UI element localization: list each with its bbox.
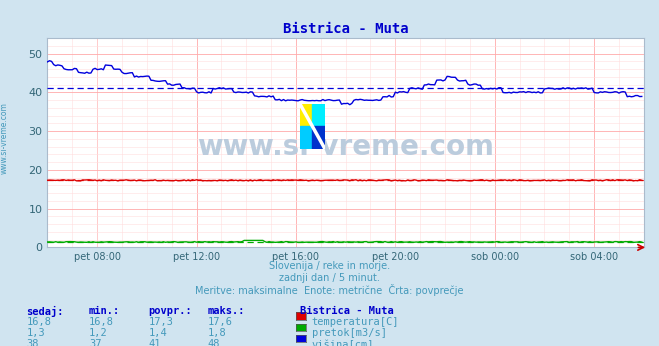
Text: www.si-vreme.com: www.si-vreme.com (197, 133, 494, 161)
Text: 17,6: 17,6 (208, 317, 233, 327)
Text: pretok[m3/s]: pretok[m3/s] (312, 328, 387, 338)
Text: 1,2: 1,2 (89, 328, 107, 338)
Text: sedaj:: sedaj: (26, 306, 64, 317)
Text: maks.:: maks.: (208, 306, 245, 316)
Text: 41: 41 (148, 339, 161, 346)
Text: www.si-vreme.com: www.si-vreme.com (0, 102, 9, 174)
Text: 38: 38 (26, 339, 39, 346)
Polygon shape (300, 126, 312, 149)
Polygon shape (312, 126, 325, 149)
Text: 17,3: 17,3 (148, 317, 173, 327)
Text: Bistrica - Muta: Bistrica - Muta (300, 306, 393, 316)
Polygon shape (312, 104, 325, 126)
Text: 16,8: 16,8 (26, 317, 51, 327)
Text: 1,8: 1,8 (208, 328, 226, 338)
Title: Bistrica - Muta: Bistrica - Muta (283, 21, 409, 36)
Text: min.:: min.: (89, 306, 120, 316)
Text: 48: 48 (208, 339, 220, 346)
Text: povpr.:: povpr.: (148, 306, 192, 316)
Text: 1,4: 1,4 (148, 328, 167, 338)
Text: 16,8: 16,8 (89, 317, 114, 327)
Text: Slovenija / reke in morje.: Slovenija / reke in morje. (269, 261, 390, 271)
Text: 1,3: 1,3 (26, 328, 45, 338)
Text: temperatura[C]: temperatura[C] (312, 317, 399, 327)
Polygon shape (300, 104, 312, 126)
Text: Meritve: maksimalne  Enote: metrične  Črta: povprečje: Meritve: maksimalne Enote: metrične Črta… (195, 284, 464, 296)
Text: 37: 37 (89, 339, 101, 346)
Text: zadnji dan / 5 minut.: zadnji dan / 5 minut. (279, 273, 380, 283)
Text: višina[cm]: višina[cm] (312, 339, 374, 346)
